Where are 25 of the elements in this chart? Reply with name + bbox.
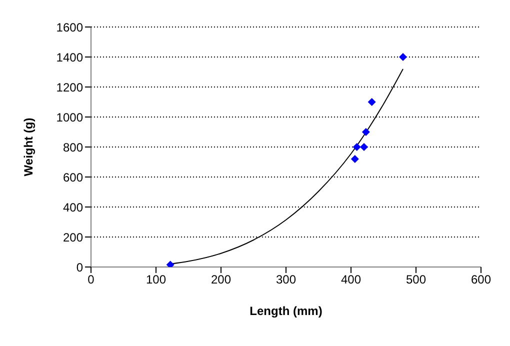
point xyxy=(166,260,174,267)
y-tick-label: 800 xyxy=(62,140,84,154)
y-tick-label: 400 xyxy=(62,200,84,214)
x-tick-label: 300 xyxy=(276,272,296,287)
x-tick-label: 500 xyxy=(406,272,426,287)
point xyxy=(350,155,359,163)
x-tick-label: 0 xyxy=(88,272,95,287)
point xyxy=(399,53,407,61)
x-tick-label: 200 xyxy=(210,272,232,287)
point xyxy=(368,98,376,106)
y-tick-label: 1000 xyxy=(56,110,84,124)
y-axis-title: Weight (g) xyxy=(21,118,36,176)
point xyxy=(352,143,361,151)
y-tick-label: 200 xyxy=(62,230,84,244)
y-tick-label: 1400 xyxy=(56,50,84,64)
point xyxy=(362,128,370,136)
y-tick-label: 0 xyxy=(76,260,84,274)
y-tick-label: 1200 xyxy=(56,80,84,94)
x-tick-label: 400 xyxy=(340,272,362,287)
x-tick-label: 100 xyxy=(146,272,166,287)
point xyxy=(360,143,368,151)
y-tick-label: 600 xyxy=(62,170,84,184)
y-tick-label: 1600 xyxy=(56,20,84,34)
x-axis-title: Length (mm) xyxy=(250,304,322,318)
x-tick-label: 600 xyxy=(470,272,492,287)
